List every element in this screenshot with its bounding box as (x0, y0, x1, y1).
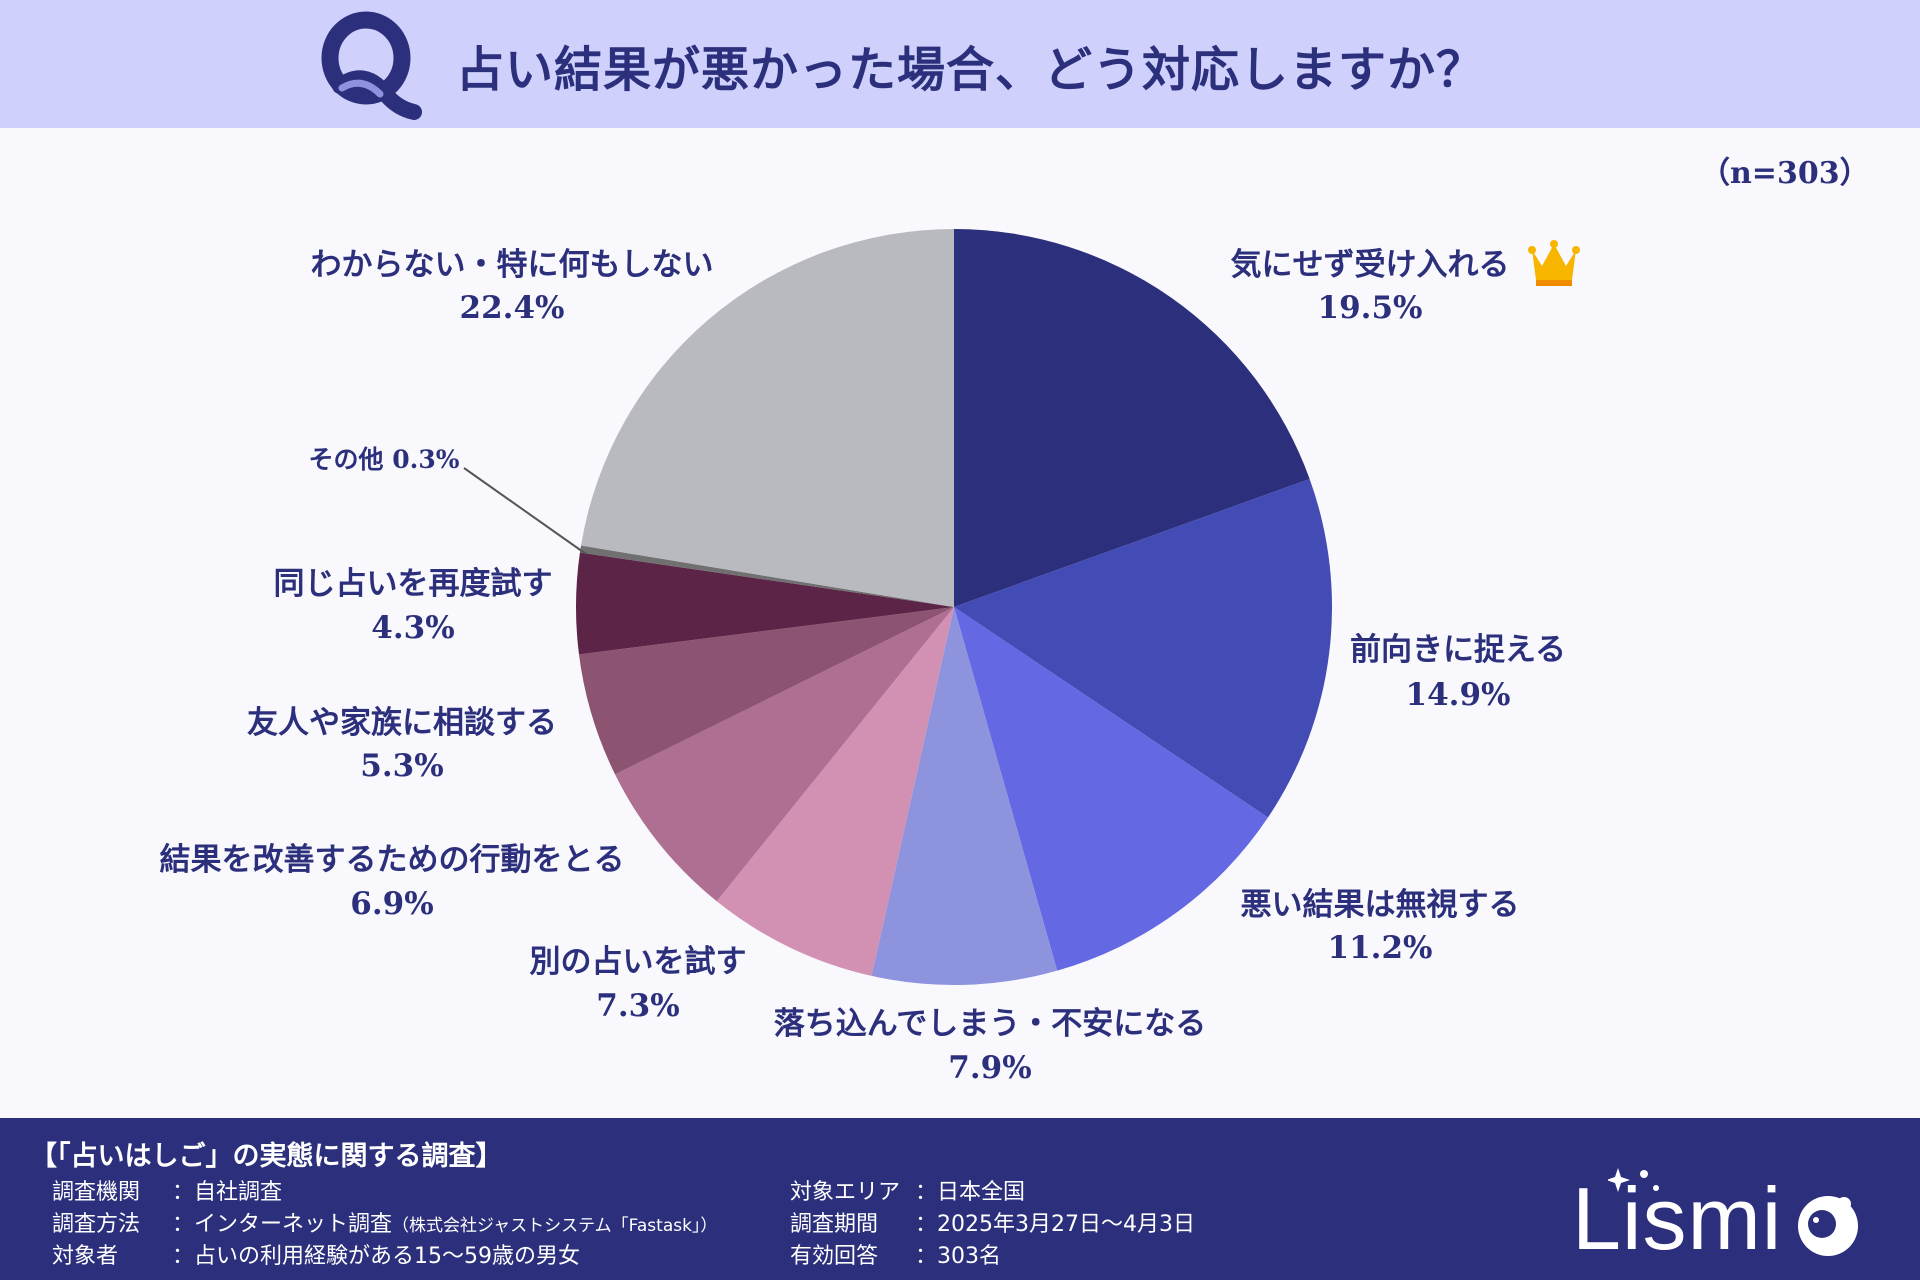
slice-label: 別の占いを試す (530, 944, 747, 980)
slice-value: 7.3% (596, 988, 679, 1024)
other-label: その他 0.3% (309, 445, 460, 474)
info-row: 調査期間 ：2025年3月27日～4月3日 (790, 1206, 1195, 1238)
info-key: 対象エリア (790, 1180, 901, 1205)
pie-slice-9 (581, 228, 954, 607)
crown-icon (1528, 240, 1580, 286)
info-row: 調査方法 ：インターネット調査（株式会社ジャストシステム「Fastask」） (52, 1206, 717, 1238)
info-row: 対象エリア ：日本全国 (790, 1174, 1025, 1206)
slice-value: 0.3% (392, 445, 459, 474)
info-note: （株式会社ジャストシステム「Fastask」） (392, 1216, 718, 1236)
slice-label: 同じ占いを再度試す (274, 566, 553, 602)
pie-slice-0 (954, 229, 1310, 607)
info-value: ：日本全国 (915, 1180, 1026, 1205)
pie-slice-1 (954, 478, 1332, 818)
info-value: ：303名 (915, 1244, 1001, 1269)
info-row: 対象者 ：占いの利用経験がある15～59歳の男女 (52, 1238, 580, 1270)
info-key: 調査機関 (52, 1180, 141, 1205)
brand-logo: Lismi (1572, 1164, 1872, 1274)
pie-slice-8 (579, 545, 954, 607)
pie-slice-5 (615, 607, 954, 902)
slice-value: 11.2% (1328, 930, 1433, 966)
slice-label: 気にせず受け入れる (1231, 247, 1510, 283)
info-key: 有効回答 (790, 1244, 879, 1269)
header-band: 占い結果が悪かった場合、どう対応しますか？ (0, 0, 1920, 128)
pie-chart: 気にせず受け入れる 19.5% 前向きに捉える 14.9% 悪い結果は無視する … (160, 228, 1580, 1086)
info-value: ：インターネット調査 (172, 1212, 393, 1237)
pie-slice-6 (578, 607, 954, 775)
info-value: ：自社調査 (172, 1180, 283, 1205)
pie-slices (575, 228, 1332, 986)
pie-slice-3 (871, 607, 1058, 986)
slice-label: その他 (309, 445, 384, 474)
slice-label: 落ち込んでしまう・不安になる (774, 1006, 1206, 1042)
slice-label: わからない・特に何もしない (311, 247, 714, 283)
info-value: ：2025年3月27日～4月3日 (915, 1212, 1195, 1237)
q-logo-icon (321, 11, 422, 120)
slice-value: 5.3% (360, 748, 443, 784)
slice-value: 6.9% (350, 886, 433, 922)
slice-value: 7.9% (948, 1050, 1031, 1086)
slice-label: 友人や家族に相談する (247, 705, 557, 741)
slice-label: 前向きに捉える (1350, 632, 1566, 668)
info-key: 対象者 (52, 1244, 119, 1269)
info-key: 調査期間 (790, 1212, 879, 1237)
slice-label: 悪い結果は無視する (1241, 887, 1520, 923)
survey-footer: 【「占いはしご」の実態に関する調査】 調査機関 ：自社調査 調査方法 ：インターネッ… (0, 1118, 1920, 1280)
info-key: 調査方法 (52, 1212, 141, 1237)
page-title: 占い結果が悪かった場合、どう対応しますか？ (456, 42, 1486, 98)
hamster-icon (1798, 1196, 1858, 1256)
pie-slice-2 (954, 607, 1268, 971)
other-leader-line (463, 467, 587, 555)
slice-value: 19.5% (1318, 290, 1423, 326)
info-row: 調査機関 ：自社調査 (52, 1174, 282, 1206)
slice-value: 4.3% (371, 610, 454, 646)
info-value: ：占いの利用経験がある15～59歳の男女 (172, 1244, 580, 1269)
pie-slice-7 (575, 552, 954, 655)
slice-label: 結果を改善するための行動をとる (160, 842, 625, 878)
info-row: 有効回答 ：303名 (790, 1238, 1001, 1270)
pie-slice-4 (716, 607, 954, 976)
survey-title: 【「占いはしご」の実態に関する調査】 (30, 1141, 503, 1172)
slice-value: 22.4% (460, 290, 565, 326)
slice-value: 14.9% (1406, 677, 1511, 713)
sparkle-icon (1608, 1168, 1659, 1192)
brand-name: Lismi (1572, 1169, 1783, 1268)
